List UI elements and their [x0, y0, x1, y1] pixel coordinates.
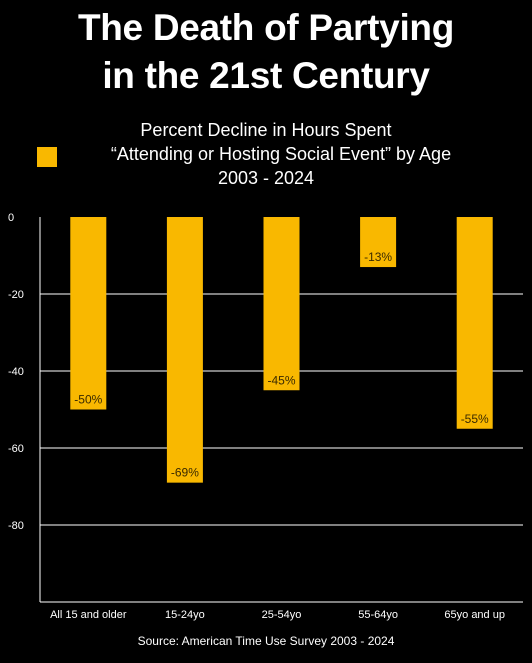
y-tick-label: -60 [8, 443, 24, 455]
data-label: -13% [364, 250, 392, 264]
legend: Percent Decline in Hours Spent “Attendin… [0, 118, 532, 190]
bar [263, 217, 300, 391]
x-category-label: 65yo and up [444, 609, 505, 621]
legend-line-3: 2003 - 2024 [217, 168, 315, 188]
legend-line-1: Percent Decline in Hours Spent [140, 120, 392, 140]
y-tick-label: -40 [8, 366, 24, 378]
bar [456, 217, 493, 429]
data-label: -69% [171, 466, 199, 480]
y-tick-label: -80 [8, 520, 24, 532]
label-layer: 0 -20 -40 -60 -80 -50% All 15 and older -69% 15-… [8, 212, 505, 621]
bar-layer [70, 217, 493, 483]
y-tick-label: 0 [8, 212, 14, 224]
data-label: -45% [267, 373, 295, 387]
bar [166, 217, 203, 483]
x-category-label: 25-54yo [262, 609, 302, 621]
data-label: -55% [461, 412, 489, 426]
x-category-label: 15-24yo [165, 609, 205, 621]
legend-swatch [37, 147, 57, 167]
legend-line-2: “Attending or Hosting Social Event” by A… [110, 144, 452, 164]
x-category-label: 55-64yo [358, 609, 398, 621]
bar-chart: 0 -20 -40 -60 -80 -50% All 15 and older -69% 15-… [8, 212, 523, 621]
x-category-label: All 15 and older [50, 609, 127, 621]
chart-title: The Death of Partying in the 21st Centur… [0, 4, 532, 100]
chart-title-line-1: The Death of Partying [77, 7, 455, 48]
bar [360, 217, 397, 268]
chart-title-line-2: in the 21st Century [102, 55, 430, 96]
y-tick-label: -20 [8, 289, 24, 301]
data-label: -50% [74, 393, 102, 407]
source-note: Source: American Time Use Survey 2003 - … [137, 634, 395, 648]
bar [70, 217, 107, 410]
